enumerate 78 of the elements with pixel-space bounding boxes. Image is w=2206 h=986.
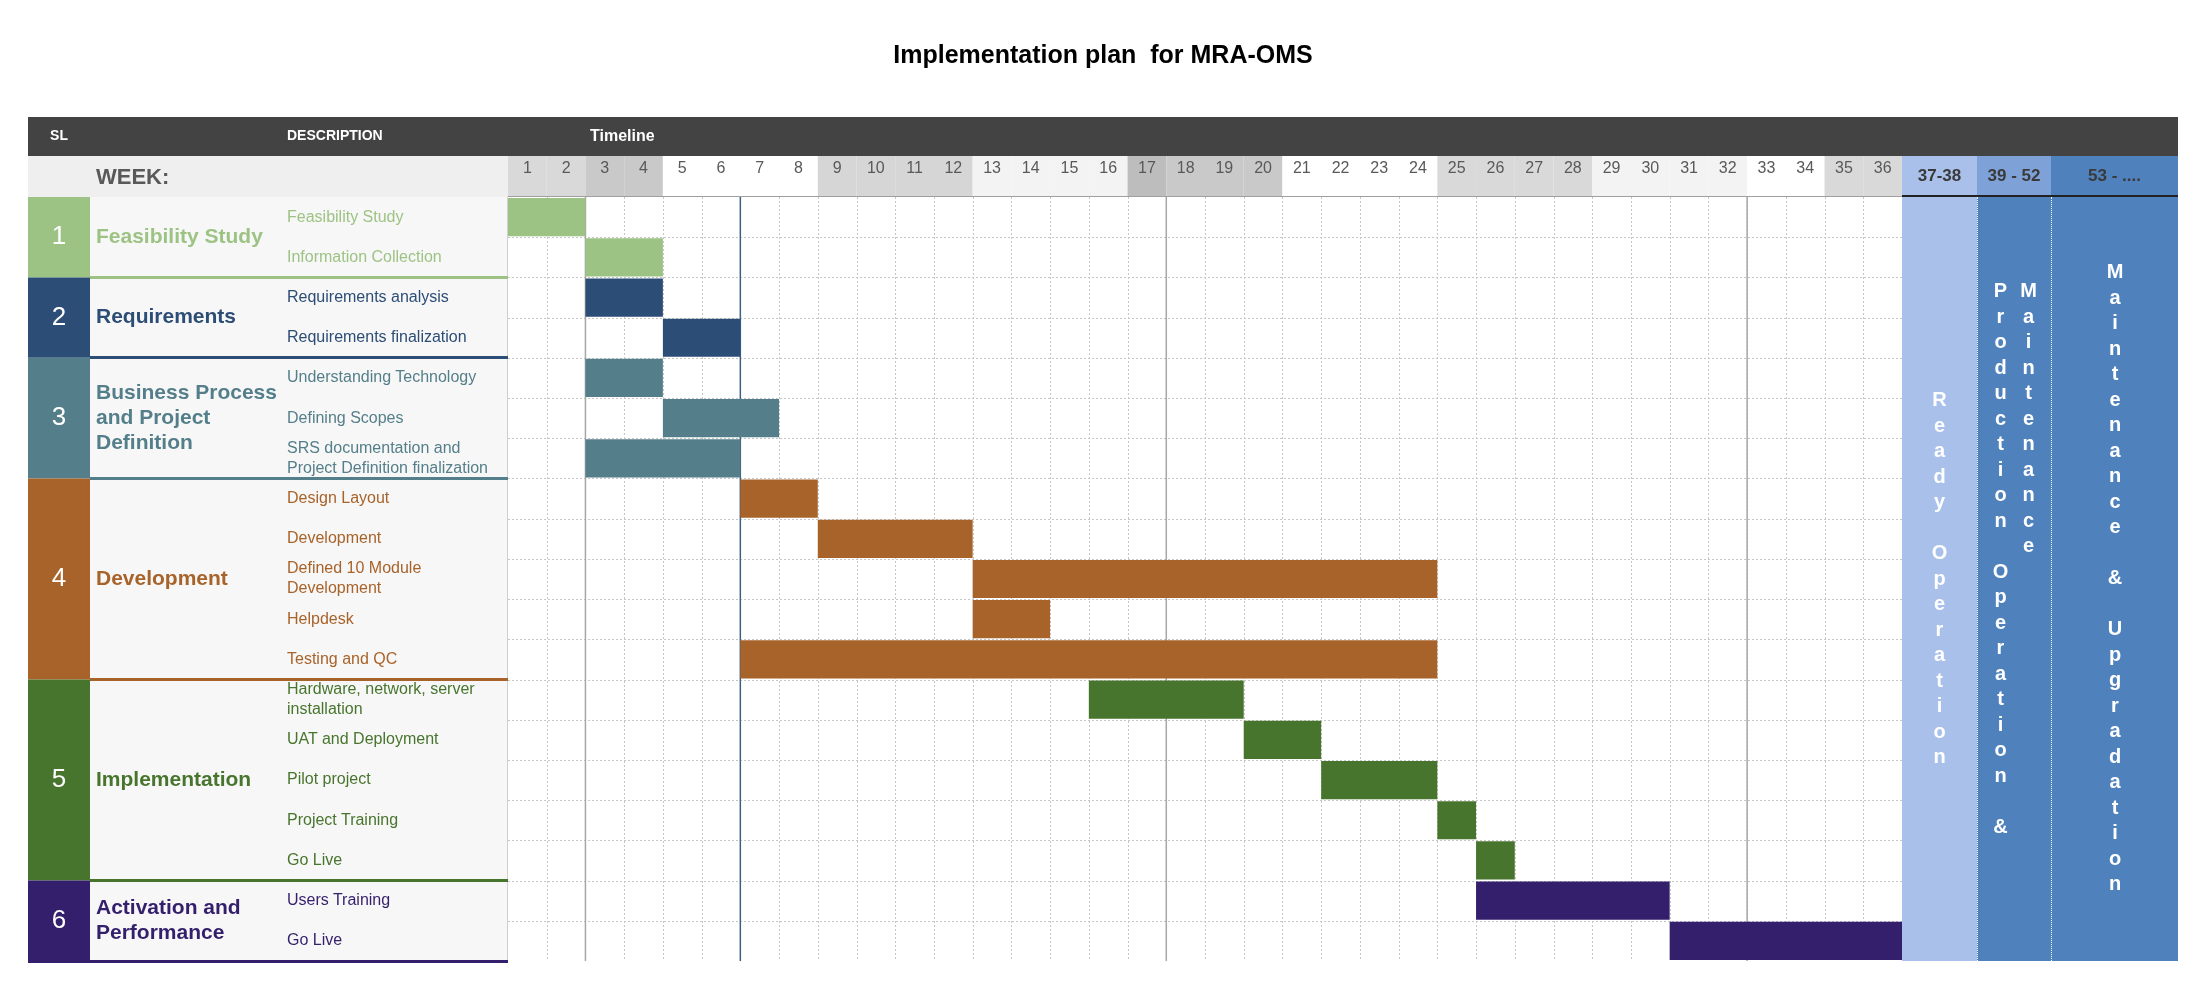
x-tick-label: 7	[755, 158, 765, 176]
y-tick-label: Feasibility Study	[287, 207, 404, 225]
x-tick-label: 1	[522, 158, 532, 176]
y-tick-label: Project Training	[287, 810, 399, 828]
x-tick-label: 6	[716, 158, 726, 176]
y-tick-label: Defining Scopes	[287, 408, 404, 426]
y-tick-label: Requirements finalization	[287, 328, 467, 346]
text: SL	[50, 127, 69, 144]
x-tick-label: 11	[906, 158, 923, 176]
x-tick-label: 22	[1331, 158, 1350, 176]
text: 53 - ....	[2051, 156, 2178, 197]
text: 6	[51, 903, 67, 934]
y-tick-label: Testing and QC	[287, 649, 398, 667]
y-tick-label: Hardware, network, server installation	[287, 680, 476, 718]
text: Production Operation & Maintenance	[1988, 279, 2041, 842]
y-tick-label: Design Layout	[287, 488, 390, 506]
text: Requirements	[96, 304, 237, 328]
x-tick-label: 3	[600, 158, 610, 176]
text: DESCRIPTION	[287, 127, 383, 144]
text: 4	[51, 562, 67, 593]
x-tick-label: 8	[793, 158, 803, 176]
y-tick-label: Helpdesk	[287, 609, 355, 627]
x-tick-label: 20	[1254, 158, 1273, 176]
x-tick-label: 9	[832, 158, 842, 176]
x-tick-label: 29	[1602, 158, 1621, 176]
text: 5	[51, 763, 67, 794]
text: Ready Operation	[1927, 387, 1952, 771]
x-tick-label: 15	[1060, 158, 1079, 176]
text: Business Process and Project Definition	[96, 379, 277, 453]
x-tick-label: 32	[1718, 158, 1737, 176]
x-tick-label: 28	[1563, 158, 1582, 176]
text: 3	[51, 401, 67, 432]
text: Timeline	[590, 126, 655, 144]
x-tick-label: 25	[1447, 158, 1466, 176]
y-tick-label: SRS documentation and Project Definition finalization	[287, 438, 488, 476]
chart-title: Implementation plan for MRA-OMS	[893, 39, 1313, 68]
x-tick-label: 5	[677, 158, 687, 176]
y-tick-label: Development	[287, 529, 382, 547]
x-tick-label: 26	[1486, 158, 1505, 176]
text: 39 - 52	[1977, 156, 2051, 197]
y-tick-label: Pilot project	[287, 770, 372, 788]
x-tick-label: 12	[944, 158, 963, 176]
y-tick-label: Requirements analysis	[287, 287, 449, 305]
x-tick-label: 18	[1176, 158, 1195, 176]
x-tick-label: 19	[1215, 158, 1234, 176]
text: Maintenance & Upgradation	[2103, 260, 2127, 898]
x-tick-label: 30	[1641, 158, 1660, 176]
x-tick-label: 34	[1796, 158, 1815, 176]
x-tick-label: 24	[1409, 158, 1427, 176]
y-tick-label: Information Collection	[287, 247, 442, 265]
x-tick-label: 23	[1370, 158, 1389, 176]
y-tick-label: UAT and Deployment	[287, 730, 440, 748]
y-tick-label: Defined 10 Module Development	[287, 559, 422, 597]
x-tick-label: 31	[1680, 158, 1699, 176]
x-tick-label: 33	[1757, 158, 1776, 176]
y-tick-label: Go Live	[287, 850, 343, 868]
x-tick-label: 21	[1292, 158, 1311, 176]
x-tick-label: 2	[561, 158, 571, 176]
text: Development	[96, 565, 228, 589]
text: 37-38	[1902, 156, 1977, 197]
x-tick-label: 4	[639, 158, 649, 176]
x-tick-label: 17	[1138, 158, 1156, 176]
text: 1	[51, 220, 67, 251]
x-tick-label: 14	[1021, 158, 1040, 176]
y-tick-label: Go Live	[287, 931, 343, 949]
x-tick-label: 36	[1873, 158, 1892, 176]
x-tick-label: 13	[983, 158, 1002, 176]
y-tick-label: Understanding Technology	[287, 368, 477, 386]
text: Feasibility Study	[96, 224, 264, 248]
x-tick-label: 27	[1525, 158, 1544, 176]
y-tick-label: Users Training	[287, 891, 391, 909]
text: WEEK:	[96, 163, 170, 189]
x-tick-label: 16	[1099, 158, 1118, 176]
text: Implementation	[96, 766, 252, 790]
text: Activation and Performance	[96, 895, 241, 944]
x-tick-label: 10	[866, 158, 885, 176]
text: 2	[51, 300, 67, 331]
x-tick-label: 35	[1835, 158, 1853, 176]
